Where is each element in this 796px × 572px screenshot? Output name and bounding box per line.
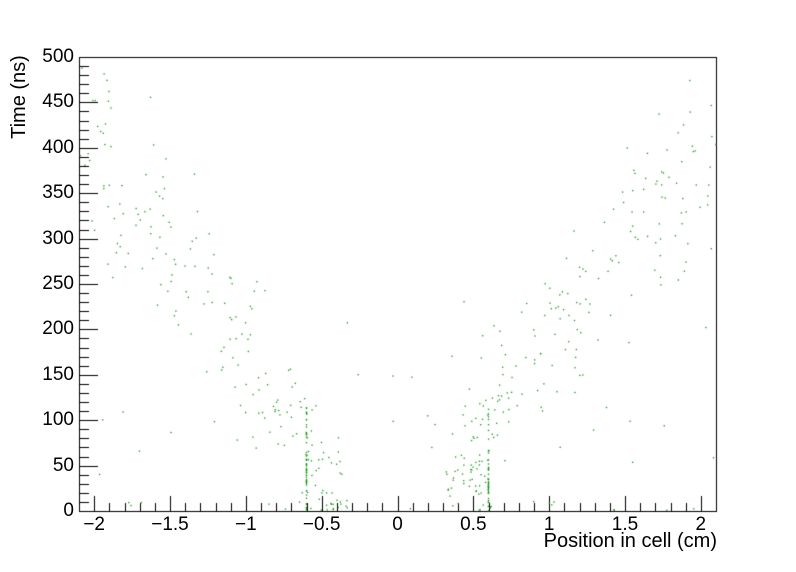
x-tick-label: −0.5 xyxy=(302,514,341,535)
x-tick-label: 1 xyxy=(543,514,555,535)
y-tick-label: 400 xyxy=(42,136,74,158)
y-tick-label: 200 xyxy=(42,318,74,340)
y-tick-label: 300 xyxy=(42,227,74,249)
y-tick-label: 150 xyxy=(42,363,74,385)
y-tick-label: 500 xyxy=(42,46,74,67)
x-axis-title: Position in cell (cm) xyxy=(543,530,717,552)
y-tick-label: 50 xyxy=(52,454,74,476)
y-tick-label: 450 xyxy=(42,91,74,113)
x-tick-label: −2 xyxy=(83,514,105,535)
y-tick-label: 350 xyxy=(42,182,74,204)
y-tick-label: 100 xyxy=(42,409,74,431)
x-tick-label: 1.5 xyxy=(611,514,639,535)
y-tick-label: 0 xyxy=(63,500,74,521)
y-tick-label: 250 xyxy=(42,273,74,294)
y-axis-title: Time (ns) xyxy=(8,55,30,139)
x-tick-label: 0.5 xyxy=(460,514,487,535)
x-tick-label: 2 xyxy=(695,514,707,535)
x-tick-label: −1.5 xyxy=(151,514,189,535)
x-tick-label: −1 xyxy=(234,514,257,535)
x-tick-label: 0 xyxy=(392,514,403,535)
